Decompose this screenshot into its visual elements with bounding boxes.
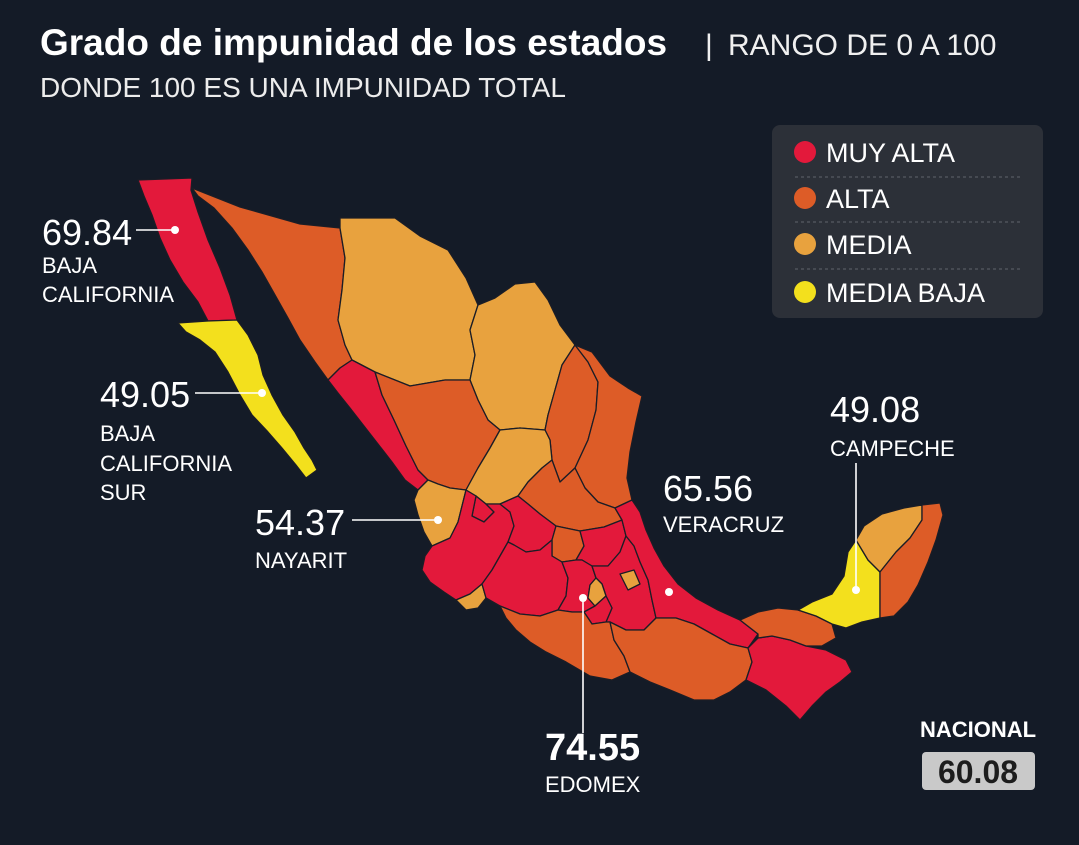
callout-marker	[852, 586, 860, 594]
region-tabasco	[739, 607, 837, 647]
callout-marker	[579, 594, 587, 602]
header: Grado de impunidad de los estados | RANG…	[40, 22, 996, 103]
callout-nayarit: 54.37 NAYARIT	[255, 502, 442, 573]
legend-label-media-baja: MEDIA BAJA	[826, 278, 985, 308]
region-tlaxcala	[619, 569, 641, 591]
legend-box	[772, 125, 1043, 318]
national-indicator: NACIONAL 60.08	[920, 717, 1036, 790]
national-value-box	[922, 752, 1035, 790]
callout-label: VERACRUZ	[663, 512, 784, 537]
legend-dot-alta	[794, 187, 816, 209]
legend-dot-muy-alta	[794, 141, 816, 163]
callout-label: BAJA	[100, 421, 155, 446]
callout-label: EDOMEX	[545, 772, 641, 797]
callout-value: 74.55	[545, 727, 640, 769]
callout-label: NAYARIT	[255, 548, 347, 573]
callout-marker	[665, 588, 673, 596]
legend-dot-media	[794, 233, 816, 255]
legend: MUY ALTA ALTA MEDIA MEDIA BAJA	[772, 125, 1043, 318]
callout-label: CALIFORNIA	[42, 282, 174, 307]
title-separator: |	[705, 29, 713, 62]
region-baja-california-sur	[177, 319, 318, 479]
legend-dot-media-baja	[794, 281, 816, 303]
callout-label: SUR	[100, 480, 146, 505]
callout-marker	[258, 389, 266, 397]
callout-veracruz: 65.56 VERACRUZ	[663, 468, 784, 596]
page-title: Grado de impunidad de los estados	[40, 22, 667, 63]
callout-value: 54.37	[255, 502, 345, 543]
subtitle: DONDE 100 ES UNA IMPUNIDAD TOTAL	[40, 72, 566, 103]
national-value: 60.08	[938, 754, 1018, 790]
legend-label-media: MEDIA	[826, 230, 912, 260]
callout-label: CALIFORNIA	[100, 451, 232, 476]
callout-baja-california-sur: 49.05 BAJA CALIFORNIA SUR	[100, 374, 266, 505]
callout-baja-california: 69.84 BAJA CALIFORNIA	[42, 212, 179, 307]
title-range: RANGO DE 0 A 100	[728, 29, 996, 62]
region-quintana-roo	[879, 502, 944, 619]
legend-label-alta: ALTA	[826, 184, 890, 214]
callout-campeche: 49.08 CAMPECHE	[830, 389, 955, 594]
national-label: NACIONAL	[920, 717, 1036, 742]
callout-edomex: 74.55 EDOMEX	[545, 594, 641, 797]
callout-marker	[434, 516, 442, 524]
callout-value: 49.05	[100, 374, 190, 415]
callout-value: 49.08	[830, 389, 920, 430]
callout-value: 65.56	[663, 468, 753, 509]
legend-label-muy-alta: MUY ALTA	[826, 138, 955, 168]
callout-value: 69.84	[42, 212, 132, 253]
callout-label: BAJA	[42, 253, 97, 278]
callout-label: CAMPECHE	[830, 436, 955, 461]
mexico-map	[137, 177, 944, 721]
callout-marker	[171, 226, 179, 234]
